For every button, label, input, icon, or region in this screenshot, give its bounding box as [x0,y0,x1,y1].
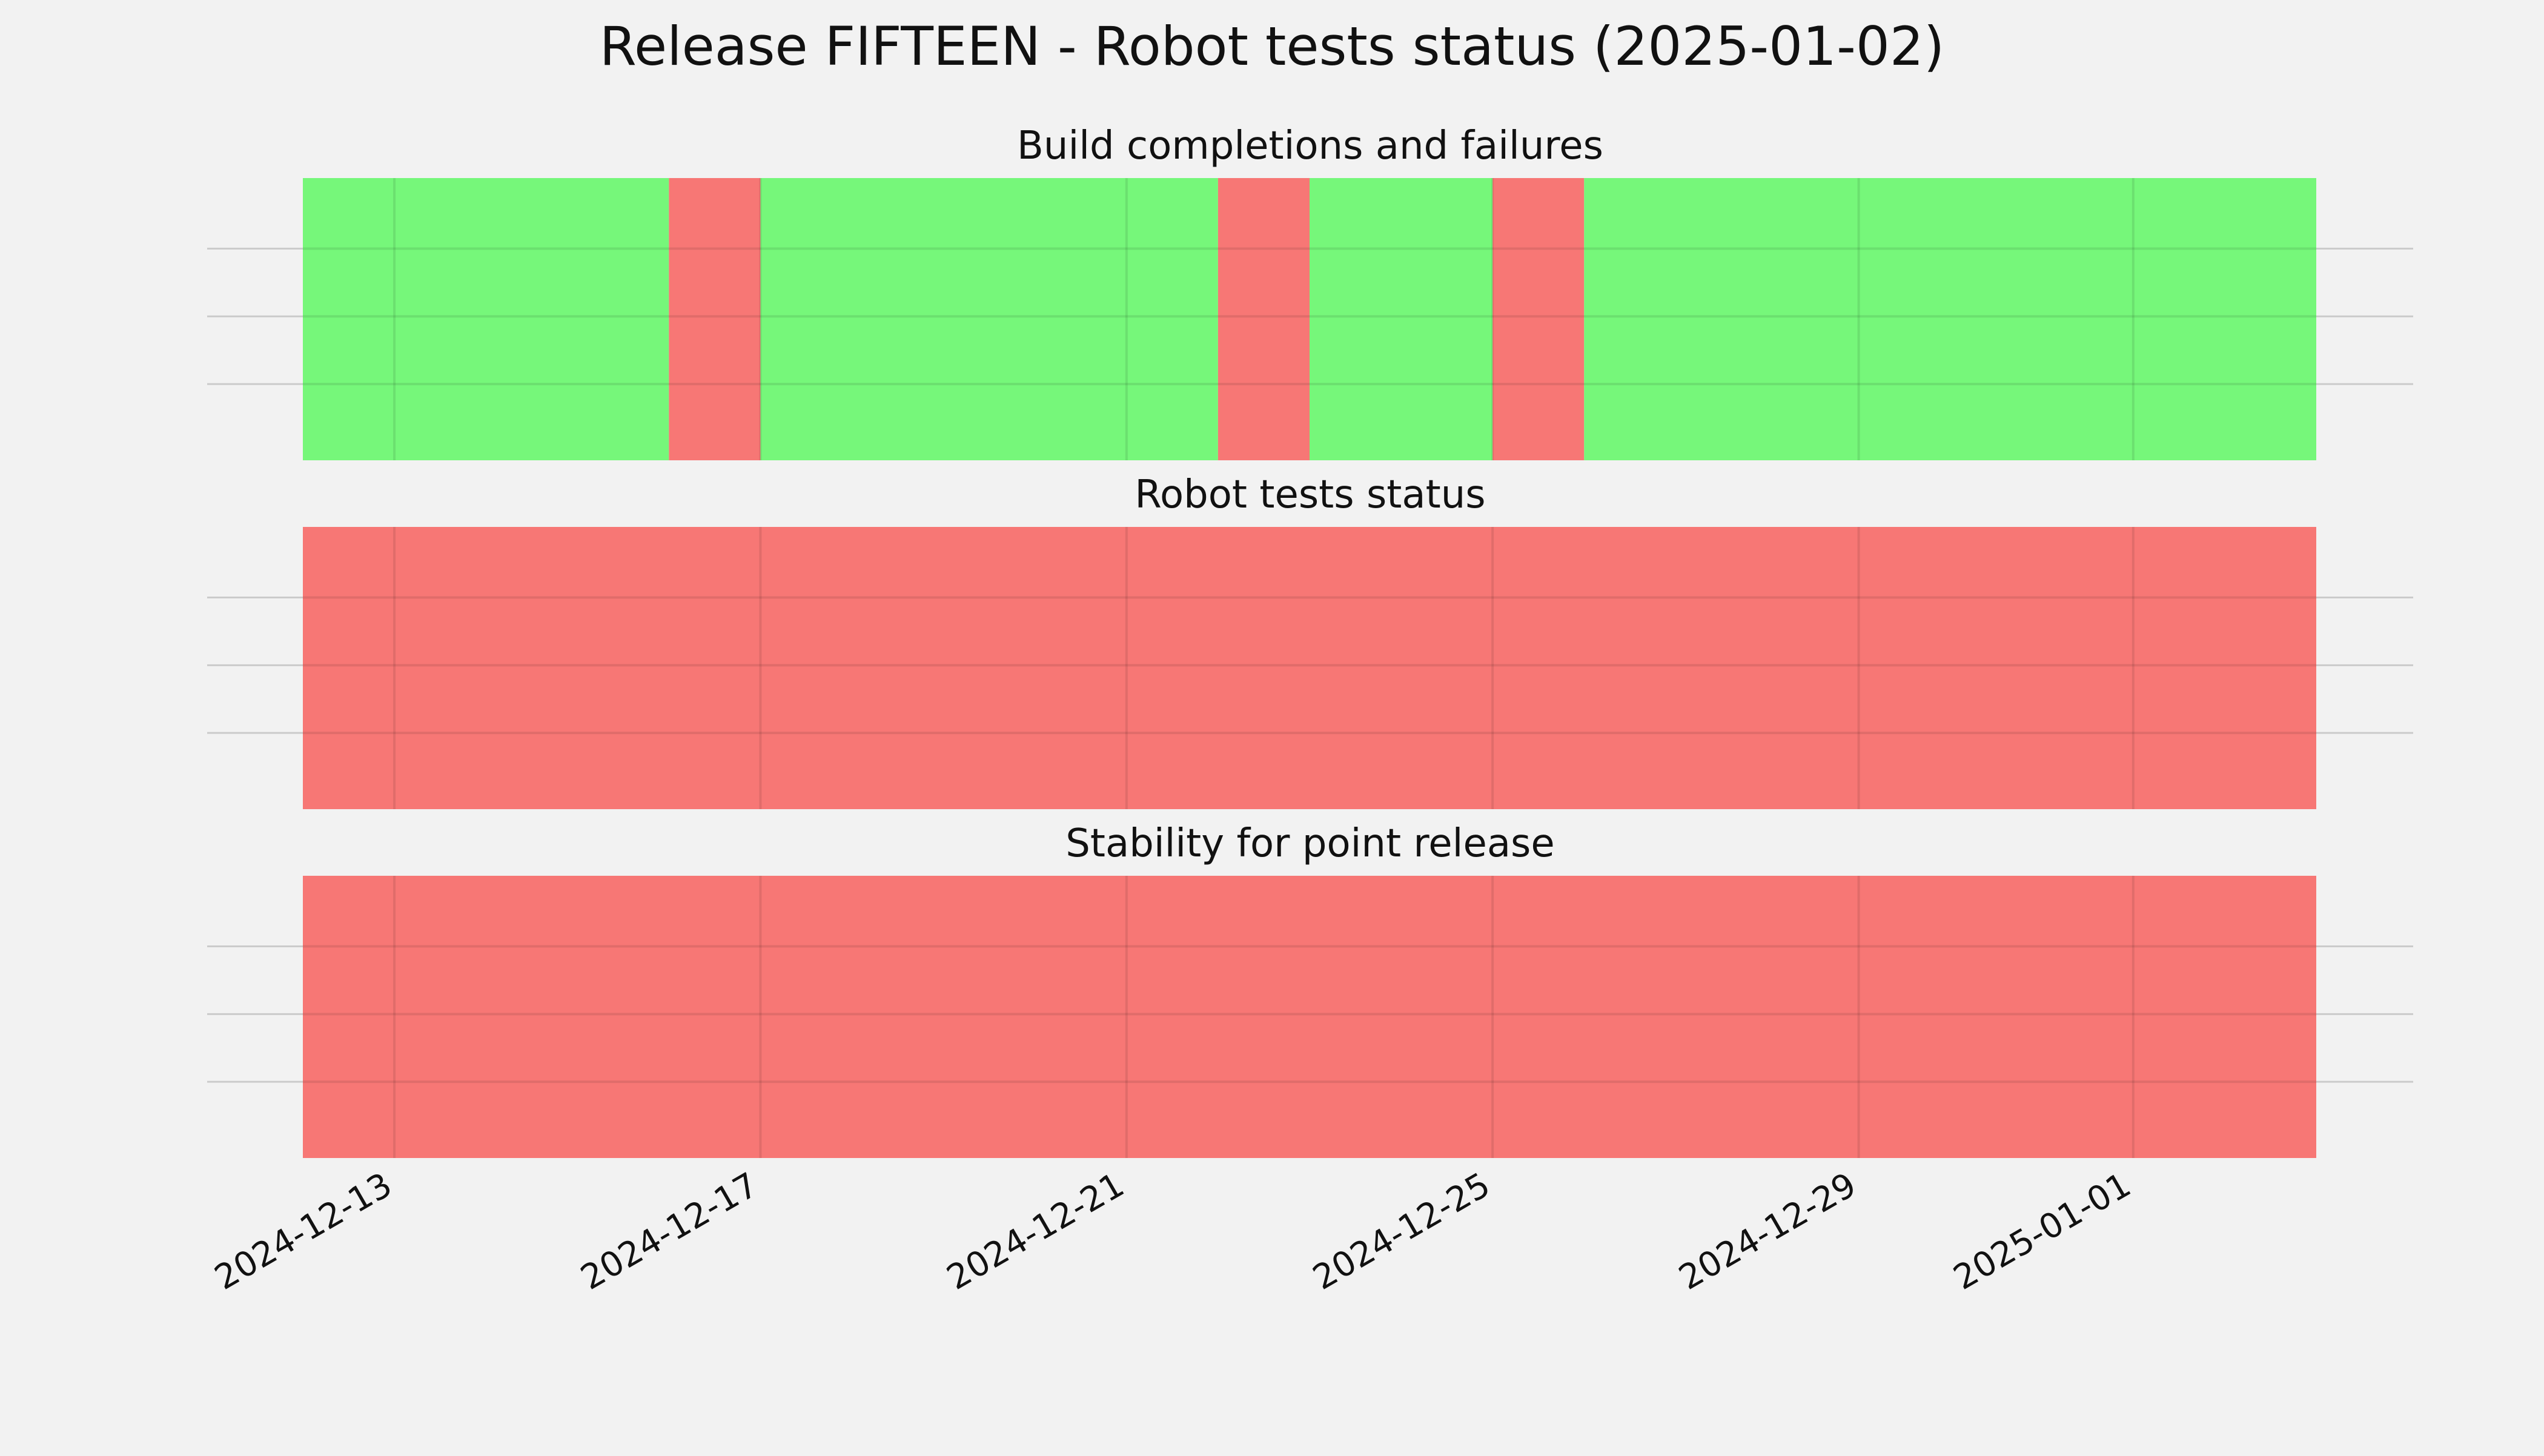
x-tick-label: 2024-12-17 [574,1165,764,1298]
panel-2: Robot tests status [207,472,2413,809]
x-axis-ticks: 2024-12-13 2024-12-17 2024-12-21 2024-12-25… [208,1165,2138,1298]
panel-3: Stability for point release [207,821,2413,1158]
x-tick-label: 2024-12-25 [1307,1165,1497,1298]
chart-title: Release FIFTEEN - Robot tests status (20… [600,15,1944,78]
x-tick-label: 2024-12-13 [208,1165,399,1298]
status-segment-success [303,178,669,460]
panel-1: Build completions and failures [207,124,2413,460]
panel-title: Stability for point release [1065,821,1555,866]
panel-title: Robot tests status [1135,472,1485,517]
status-segment-failure [303,527,2316,809]
status-segment-failure [669,178,761,460]
status-segment-failure [1217,178,1310,460]
x-tick-label: 2025-01-01 [1947,1165,2137,1298]
x-tick-label: 2024-12-29 [1672,1165,1863,1298]
status-segment-success [1310,178,1493,460]
status-segment-success [1584,178,2316,460]
panels-layer: Build completions and failures Robot test… [207,124,2413,1158]
status-segment-success [760,178,1218,460]
panel-title: Build completions and failures [1017,124,1603,168]
status-segment-failure [1492,178,1585,460]
x-tick-label: 2024-12-21 [940,1165,1130,1298]
status-segment-failure [303,876,2316,1158]
